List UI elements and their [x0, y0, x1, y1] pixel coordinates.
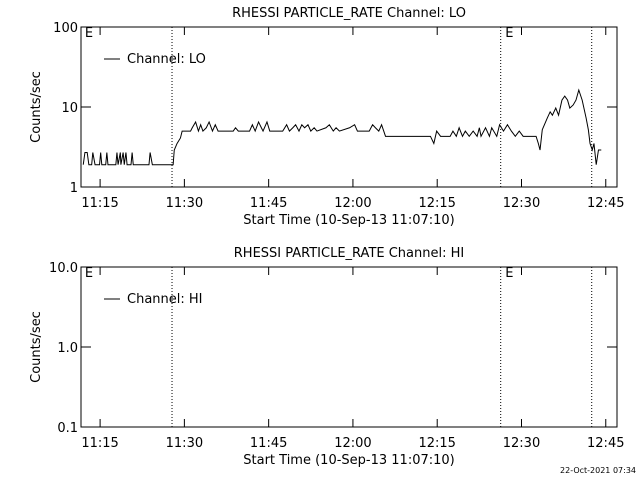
- footer: 22-Oct-2021 07:34: [560, 466, 636, 475]
- legend-label: Channel: LO: [127, 52, 206, 67]
- x-tick-label: 12:45: [587, 196, 624, 211]
- chart-title: RHESSI PARTICLE_RATE Channel: HI: [234, 246, 464, 261]
- x-tick-label: 12:00: [334, 196, 371, 211]
- y-tick-label: 10.0: [49, 261, 78, 276]
- x-tick-label: 12:45: [587, 436, 624, 451]
- y-axis-label: Counts/sec: [29, 71, 44, 143]
- annotation: E: [505, 26, 513, 41]
- annotation: E: [85, 26, 93, 41]
- x-tick-label: 12:00: [334, 436, 371, 451]
- series-line: [82, 88, 602, 166]
- x-tick-label: 12:30: [503, 196, 540, 211]
- x-axis-label: Start Time (10-Sep-13 11:07:10): [243, 453, 454, 468]
- annotation: E: [85, 266, 93, 281]
- x-tick-label: 12:15: [418, 436, 455, 451]
- chart-title: RHESSI PARTICLE_RATE Channel: LO: [232, 6, 466, 21]
- x-tick-label: 11:30: [166, 436, 203, 451]
- annotation: E: [505, 266, 513, 281]
- y-tick-label: 10: [61, 101, 78, 116]
- x-tick-label: 12:30: [503, 436, 540, 451]
- y-tick-label: 1.0: [57, 341, 78, 356]
- y-axis-label: Counts/sec: [29, 311, 44, 383]
- x-tick-label: 11:45: [250, 436, 287, 451]
- plot-frame: [80, 26, 618, 188]
- x-tick-label: 12:15: [418, 196, 455, 211]
- y-tick-label: 0.1: [57, 421, 78, 436]
- legend-label: Channel: HI: [127, 292, 203, 307]
- y-tick-label: 100: [53, 21, 78, 36]
- x-tick-label: 11:15: [81, 436, 118, 451]
- x-axis-label: Start Time (10-Sep-13 11:07:10): [243, 213, 454, 228]
- y-tick-label: 1: [70, 181, 78, 196]
- x-tick-label: 11:15: [81, 196, 118, 211]
- plot-frame: [80, 266, 618, 428]
- x-tick-label: 11:30: [166, 196, 203, 211]
- x-tick-label: 11:45: [250, 196, 287, 211]
